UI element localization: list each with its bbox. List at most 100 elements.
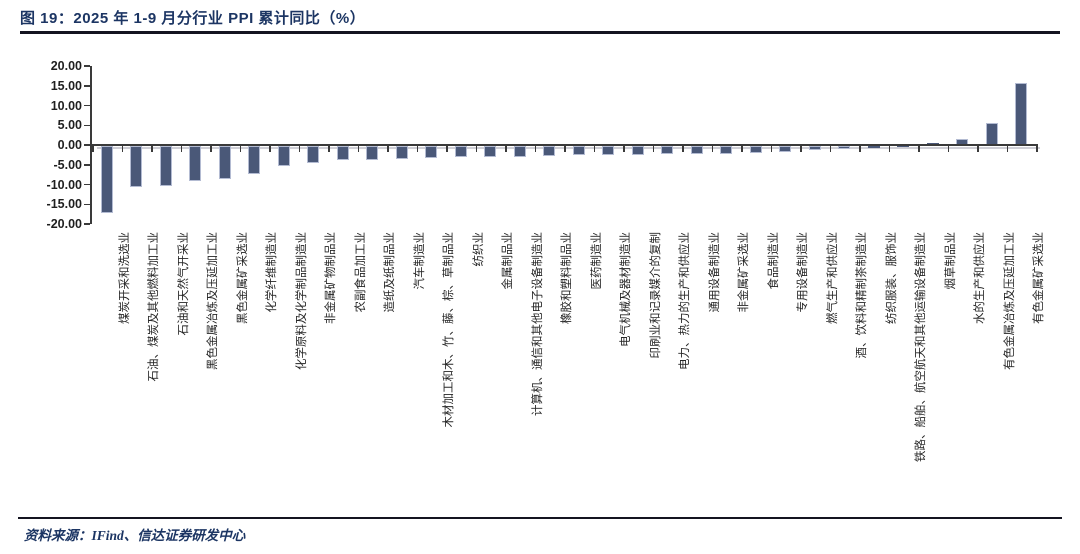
y-axis-tick [84,183,90,186]
category-label: 食品制造业 [767,232,780,290]
x-axis-tick [505,145,507,152]
x-axis-tick [180,145,182,152]
bar [307,146,320,163]
y-axis-tick-label: 20.00 [50,59,82,73]
bar [690,146,703,154]
category-label: 有色金属冶炼及压延加工业 [1003,232,1016,370]
x-axis-tick [623,145,625,152]
x-axis-tick [770,145,772,152]
y-axis-tick-label: 10.00 [50,98,82,113]
category-label: 化学原料及化学制品制造业 [295,232,308,370]
y-axis-tick [84,164,90,166]
category-label: 专用设备制造业 [797,232,810,313]
y-axis-tick-label: 15.00 [50,78,82,93]
category-label: 黑色金属矿采选业 [236,232,249,324]
bar [425,146,438,158]
x-axis-tick [682,145,684,152]
y-axis-tick [84,203,90,205]
bar [867,146,880,148]
category-label: 通用设备制造业 [708,232,721,313]
data-source-note: 资料来源：IFind、信达证券研发中心 [24,528,246,543]
footer-divider-line [18,517,1062,519]
bar [248,146,261,174]
bar [513,146,526,157]
x-axis-tick [210,145,212,152]
category-label: 造纸及纸制品业 [384,232,397,313]
figure-title: 图 19：2025 年 1-9 月分行业 PPI 累计同比（%） [20,10,366,27]
y-axis-tick [84,85,90,87]
bar [218,146,231,180]
x-axis-tick [859,145,861,152]
bar [543,146,556,156]
bar [189,146,202,181]
x-axis-tick [269,145,271,152]
bar [661,146,674,155]
category-label: 橡胶和塑料制品业 [561,232,574,324]
category-label: 有色金属矿采选业 [1033,232,1046,324]
x-axis-tick [888,145,890,152]
x-axis-tick [534,145,536,152]
bar [808,146,821,151]
bar [454,146,467,158]
y-axis-tick [84,104,90,107]
category-label: 纺织服装、服饰业 [885,232,898,324]
x-axis-tick [151,145,153,152]
category-label: 纺织业 [472,232,485,267]
category-label: 农副食品加工业 [354,232,367,313]
bar [484,146,497,158]
x-axis-tick [593,145,595,152]
category-label: 印刷业和记录媒介的复制 [649,232,662,359]
x-axis-line [90,143,1038,146]
bar [631,146,644,155]
x-axis-tick [829,145,831,152]
y-axis-tick-label: -20.00 [46,217,82,231]
x-axis-tick [239,145,241,152]
y-axis-tick [84,223,90,225]
category-label: 烟草制品业 [944,232,957,290]
category-label: 水的生产和供应业 [974,232,987,324]
bar [277,146,290,167]
bar [100,146,113,214]
x-axis-shadow [97,147,1040,149]
y-axis-tick [84,124,90,126]
y-axis-tick [84,144,90,146]
category-label: 计算机、通信和其他电子设备制造业 [531,232,544,416]
x-axis-tick [800,145,802,152]
category-label: 石油、煤炭及其他燃料加工业 [148,232,161,382]
x-axis-tick [977,145,979,152]
category-label: 电气机械及器材制造业 [620,232,633,347]
category-label: 燃气生产和供应业 [826,232,839,324]
x-axis-tick [918,145,920,152]
bar [395,146,408,160]
y-axis-tick [84,65,90,67]
category-label: 电力、热力的生产和供应业 [679,232,692,370]
y-axis-tick-label: -5.00 [53,157,83,172]
y-axis-tick-label: 5.00 [57,118,82,133]
x-axis-tick [121,145,123,152]
bar [366,146,379,160]
y-axis-tick-label: -10.00 [46,177,82,192]
bar [749,146,762,154]
x-axis-tick [416,145,418,152]
x-axis-tick [652,145,654,152]
category-label: 铁路、船舶、航空航天和其他运输设备制造业 [915,232,928,462]
x-axis-tick [446,145,448,152]
category-label: 酒、饮料和精制茶制造业 [856,232,869,359]
title-divider-line [20,31,1060,34]
bar [720,146,733,154]
x-axis-tick [711,145,713,152]
x-axis-tick [92,145,94,152]
category-label: 金属制品业 [502,232,515,290]
x-axis-tick [564,145,566,152]
category-label: 黑色金属冶炼及压延加工业 [207,232,220,370]
bar [572,146,585,156]
x-axis-tick [475,145,477,152]
bar [159,146,172,187]
x-axis-tick [357,145,359,152]
category-label: 木材加工和木、竹、藤、棕、草制品业 [443,232,456,428]
bar [985,122,998,145]
x-axis-tick [1006,145,1008,152]
category-label: 汽车制造业 [413,232,426,290]
bar [130,146,143,188]
